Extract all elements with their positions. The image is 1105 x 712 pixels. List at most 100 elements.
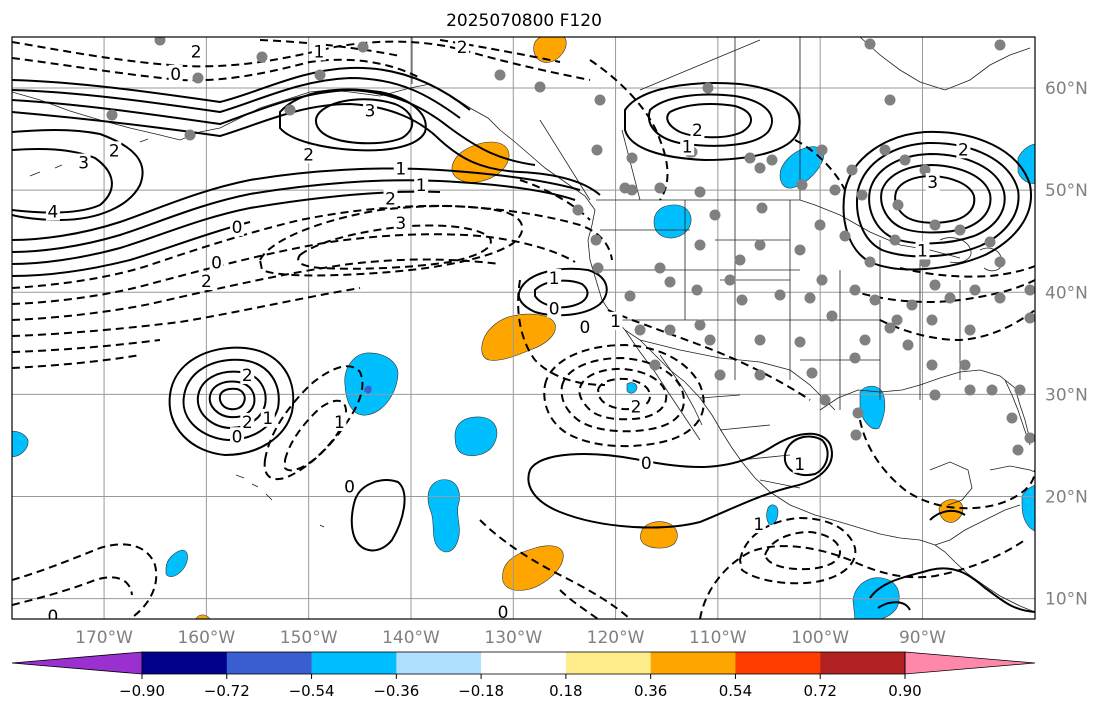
solid-contour-ring	[856, 141, 1020, 258]
longitude-label: 150°W	[280, 628, 338, 648]
contour-label: 3	[78, 154, 89, 174]
longitude-label: 140°W	[382, 628, 440, 648]
station-marker	[994, 292, 1006, 304]
contour-label: 4	[48, 203, 59, 223]
station-marker	[884, 94, 896, 106]
station-marker	[806, 367, 818, 379]
station-marker	[184, 129, 196, 141]
dashed-contour	[738, 516, 857, 585]
baja-california	[624, 329, 703, 441]
contour-label: 1	[610, 312, 621, 332]
station-marker	[839, 230, 851, 242]
florida	[1004, 379, 1031, 446]
contour-label-background	[199, 272, 214, 291]
station-marker	[154, 37, 166, 46]
dashed-contour	[263, 365, 364, 480]
station-marker	[906, 299, 918, 311]
station-marker	[959, 359, 971, 371]
colorbar-tick-label: −0.90	[119, 682, 165, 700]
contour-label: 2	[385, 189, 396, 209]
longitude-label: 120°W	[587, 628, 645, 648]
station-marker	[852, 407, 864, 419]
station-marker	[694, 239, 706, 251]
station-marker	[926, 314, 938, 326]
station-marker	[709, 209, 721, 221]
station-marker	[654, 182, 666, 194]
contour-label-background	[496, 602, 511, 619]
station-marker	[766, 154, 778, 166]
station-marker	[814, 219, 826, 231]
contour-label: 2	[191, 42, 202, 62]
contour-label: 3	[927, 173, 938, 193]
station-marker	[964, 384, 976, 396]
contour-label-background	[956, 140, 971, 159]
contour-label: 0	[641, 454, 652, 474]
station-marker	[754, 369, 766, 381]
station-marker	[714, 369, 726, 381]
contour-label: 0	[211, 254, 222, 274]
yucatan-peninsula	[929, 461, 973, 506]
station-marker	[1014, 384, 1026, 396]
station-marker	[856, 189, 868, 201]
station-marker	[702, 82, 714, 94]
contour-label: 1	[753, 515, 764, 535]
station-marker	[357, 41, 369, 53]
positive-anomaly-region	[481, 313, 556, 361]
latitude-label: 20°N	[1045, 487, 1088, 507]
station-marker	[619, 182, 631, 194]
dashed-contour	[859, 419, 1035, 510]
contour-label-background	[690, 120, 705, 139]
dashed-contour	[699, 539, 1026, 619]
dashed-contour	[578, 367, 668, 421]
dashed-contour	[879, 309, 1035, 342]
longitude-label: 110°W	[689, 628, 747, 648]
negative-anomaly-region	[165, 549, 188, 577]
contour-label-background	[240, 412, 255, 431]
contour-label: 2	[242, 366, 253, 386]
colorbar-outline	[141, 651, 906, 675]
station-marker	[796, 179, 808, 191]
colorbar-segment	[735, 652, 821, 674]
latitude-label: 50°N	[1045, 181, 1088, 201]
contour-label: 0	[170, 65, 181, 85]
dashed-contour	[559, 589, 599, 619]
solid-contour-ring	[666, 103, 752, 139]
station-marker	[694, 186, 706, 198]
latitude-label: 60°N	[1045, 79, 1088, 99]
contour-label: 2	[109, 141, 120, 161]
station-marker	[756, 202, 768, 214]
dashed-contour	[258, 205, 524, 277]
station-marker	[1024, 312, 1035, 324]
contour-label-background	[393, 213, 408, 232]
station-marker	[954, 224, 966, 236]
station-marker	[664, 324, 676, 336]
station-marker	[864, 256, 876, 268]
contour-label-background	[230, 217, 245, 236]
dashed-contour	[519, 179, 591, 221]
station-marker	[654, 262, 666, 274]
station-marker	[734, 254, 746, 266]
station-marker	[192, 72, 204, 84]
solid-contour	[12, 190, 441, 265]
contour-label-background	[455, 38, 470, 57]
contour-label-background	[45, 202, 60, 221]
hudson-bay-coast	[859, 37, 1031, 91]
latitude-label: 30°N	[1045, 385, 1088, 405]
contour-label-background	[189, 42, 204, 61]
colorbar-tick-label: −0.54	[289, 682, 335, 700]
station-marker	[694, 319, 706, 331]
station-marker	[969, 284, 981, 296]
solid-contour	[12, 221, 251, 277]
colorbar-segment	[396, 652, 482, 674]
contour-label-background	[680, 137, 695, 156]
contour-label-background	[301, 145, 316, 164]
solid-contour	[877, 601, 911, 611]
station-marker	[649, 359, 661, 371]
station-marker	[754, 334, 766, 346]
contour-label: 0	[232, 218, 243, 238]
positive-anomaly-region	[640, 521, 678, 549]
station-marker	[850, 429, 862, 441]
contour-label-background	[925, 173, 940, 192]
